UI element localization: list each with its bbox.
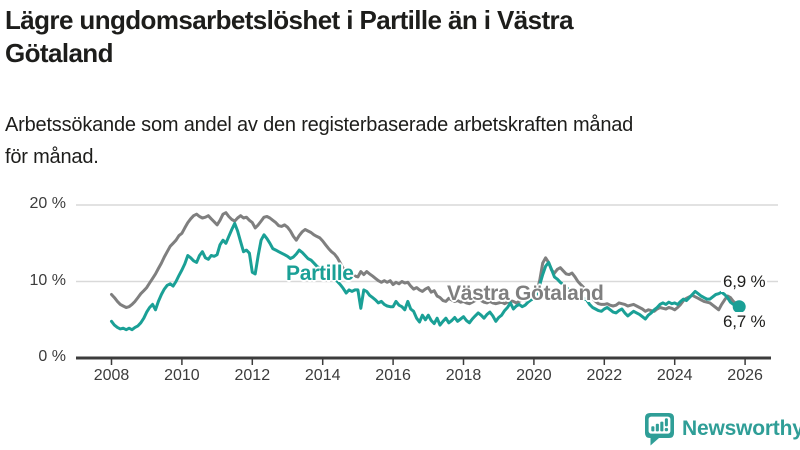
- x-tick-label: 2020: [516, 367, 552, 384]
- x-tick-label: 2022: [586, 367, 623, 384]
- newsworthy-logo: Newsworthy: [644, 413, 800, 446]
- newsworthy-wordmark: Newsworthy: [682, 417, 800, 440]
- y-tick-label: 0 %: [38, 348, 66, 365]
- x-tick-label: 2010: [164, 367, 200, 384]
- end-value-label-partille: 6,7 %: [721, 312, 768, 332]
- chart-subtitle: Arbetssökande som andel av den registerb…: [5, 109, 790, 173]
- subtitle-line-2: för månad.: [5, 146, 99, 168]
- page-title: Lägre ungdomsarbetslöshet i Partille än …: [5, 4, 785, 70]
- x-tick-label: 2008: [93, 367, 130, 384]
- newsworthy-badge-icon: [645, 413, 674, 446]
- y-tick-label: 10 %: [29, 271, 66, 289]
- end-value-label-vastra-gotaland: 6,9 %: [721, 272, 768, 292]
- title-line-1: Lägre ungdomsarbetslöshet i Partille än …: [5, 5, 574, 35]
- x-tick-label: 2018: [445, 367, 482, 384]
- x-tick-label: 2026: [727, 367, 763, 384]
- y-tick-label: 20 %: [29, 195, 66, 212]
- x-tick-label: 2016: [375, 367, 411, 384]
- series-label-partille: Partille: [286, 262, 354, 285]
- x-tick-label: 2014: [304, 367, 341, 384]
- title-line-2: Götaland: [5, 38, 113, 68]
- subtitle-line-1: Arbetssökande som andel av den registerb…: [5, 114, 634, 136]
- x-tick-label: 2024: [656, 367, 693, 384]
- x-tick-label: 2012: [234, 367, 271, 384]
- series-label-vastra-gotaland: Västra Götaland: [447, 282, 604, 305]
